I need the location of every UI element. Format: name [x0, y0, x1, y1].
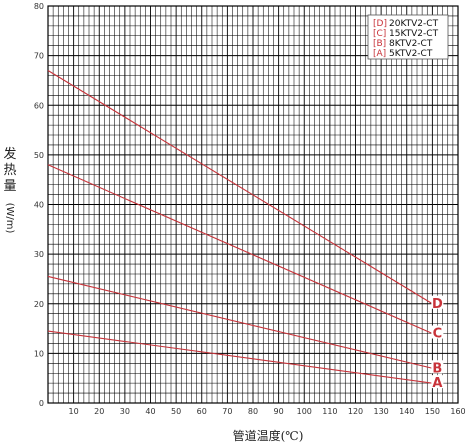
legend-key-d: [D] [373, 19, 387, 29]
x-tick-label: 20 [94, 407, 104, 416]
legend: [D] 20KTV2-CT[C] 15KTV2-CT[B] 8KTV2-CT[A] 5K… [367, 14, 449, 60]
x-tick-label: 160 [450, 407, 465, 416]
series-end-label-c: C [433, 327, 443, 342]
y-tick-label: 50 [34, 151, 44, 160]
grid [47, 5, 459, 404]
legend-entry-a: 5KTV2-CT [389, 49, 433, 59]
y-tick-label: 0 [39, 399, 44, 408]
x-tick-label: 40 [145, 407, 155, 416]
series-lines [47, 70, 433, 384]
y-tick-label: 60 [34, 101, 44, 110]
legend-entry-c: 15KTV2-CT [389, 29, 439, 39]
x-tick-label: 110 [322, 407, 337, 416]
y-tick-label: 40 [34, 201, 44, 210]
y-tick-label: 30 [34, 250, 44, 259]
y-tick-labels: 0 10 20 30 40 50 60 70 80 [34, 2, 44, 408]
x-tick-label: 50 [171, 407, 181, 416]
x-tick-label: 30 [120, 407, 130, 416]
legend-key-a: [A] [373, 49, 386, 59]
x-tick-label: 70 [222, 407, 232, 416]
legend-box [367, 14, 449, 60]
y-tick-label: 80 [34, 2, 44, 11]
y-label-char-1: 发 [3, 146, 16, 162]
legend-entry-b: 8KTV2-CT [389, 39, 433, 49]
series-end-label-bg [431, 325, 444, 339]
x-tick-label: 100 [297, 407, 312, 416]
x-tick-labels: 10 20 30 40 50 60 70 80 90 100 110 120 130 140 150 160 [69, 407, 466, 416]
x-tick-label: 80 [248, 407, 258, 416]
series-line-b [47, 275, 433, 369]
y-label-unit: (W/m) [4, 203, 15, 234]
series-line-c [47, 164, 433, 335]
y-axis-label: 发 热 量 (W/m) [3, 146, 16, 233]
legend-key-c: [C] [373, 29, 386, 39]
x-axis-label: 管道温度(℃) [233, 428, 304, 443]
x-tick-label: 60 [197, 407, 207, 416]
series-end-label-bg [431, 295, 444, 309]
series-end-label-b: B [432, 361, 442, 376]
x-tick-label: 150 [425, 407, 440, 416]
series-line-a [47, 330, 433, 384]
x-tick-label: 130 [373, 407, 388, 416]
y-tick-label: 10 [34, 349, 44, 358]
x-tick-label: 140 [399, 407, 414, 416]
plot-border [47, 5, 459, 404]
series-line-d [47, 70, 433, 305]
series-end-labels: DC BA [431, 295, 444, 391]
series-end-label-bg [431, 360, 444, 374]
x-tick-label: 90 [274, 407, 284, 416]
series-end-label-a: A [432, 376, 442, 391]
legend-entry-d: 20KTV2-CT [389, 19, 439, 29]
series-end-label-d: D [432, 297, 443, 312]
series-end-label-bg [431, 375, 444, 389]
legend-key-b: [B] [373, 39, 386, 49]
y-label-char-3: 量 [3, 179, 16, 194]
x-tick-label: 10 [69, 407, 79, 416]
y-label-char-2: 热 [3, 163, 16, 178]
y-tick-label: 20 [34, 300, 44, 309]
plot-frame [47, 5, 459, 404]
x-tick-label: 120 [348, 407, 363, 416]
y-tick-label: 70 [34, 52, 44, 61]
